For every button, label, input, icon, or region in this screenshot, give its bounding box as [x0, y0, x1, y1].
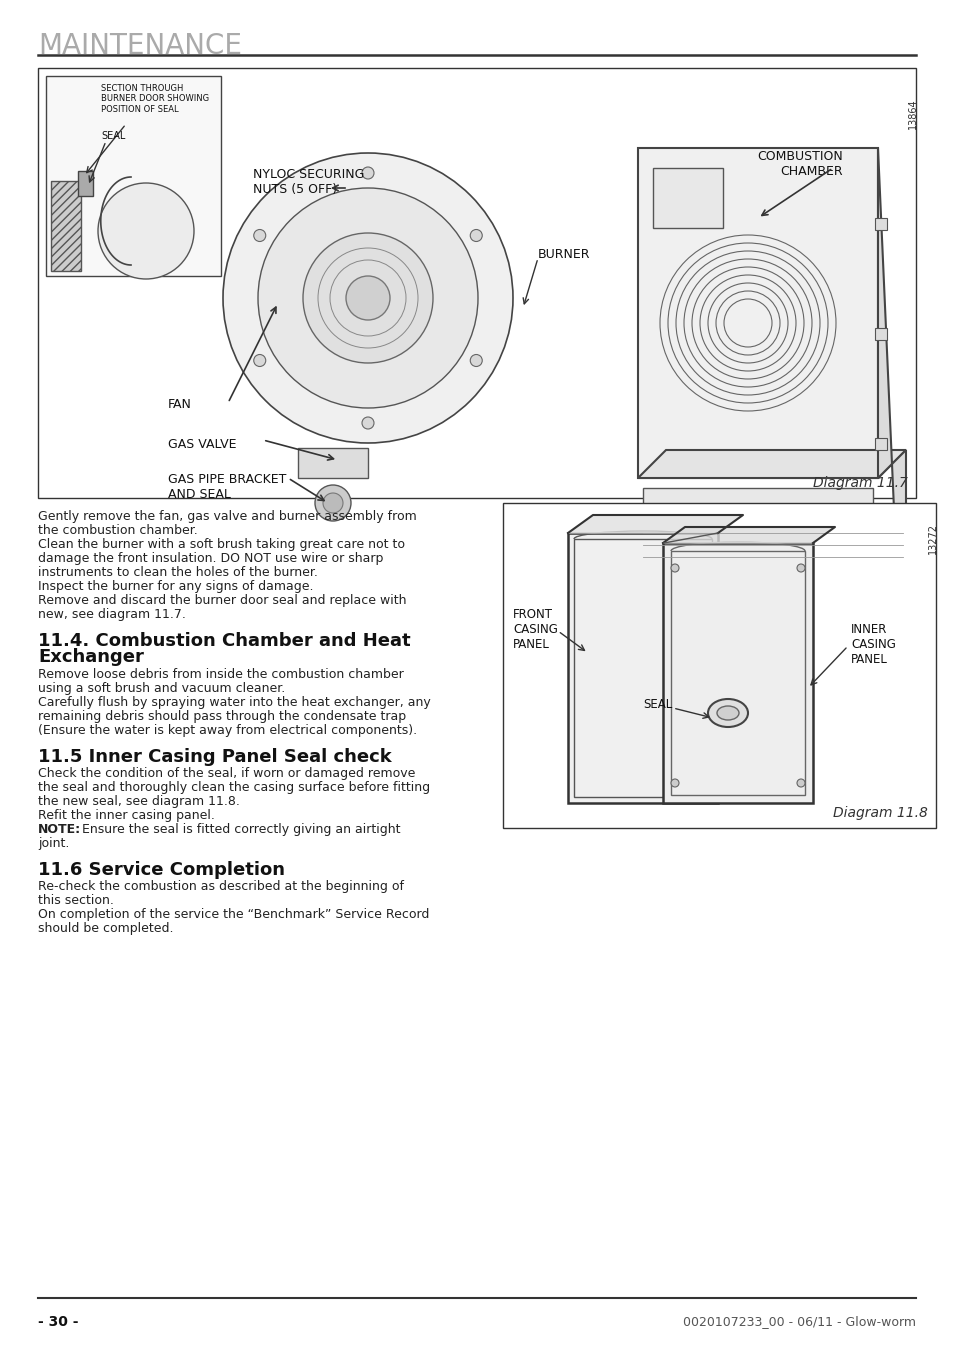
Text: should be completed.: should be completed. [38, 922, 173, 936]
Text: NOTE:: NOTE: [38, 824, 81, 836]
Text: Gently remove the fan, gas valve and burner assembly from: Gently remove the fan, gas valve and bur… [38, 510, 416, 522]
Bar [567, 533, 718, 803]
Circle shape [303, 234, 433, 363]
Bar [502, 504, 935, 828]
Text: Clean the burner with a soft brush taking great care not to: Clean the burner with a soft brush takin… [38, 539, 405, 551]
Ellipse shape [717, 706, 739, 720]
Text: 0020107233_00 - 06/11 - Glow-worm: 0020107233_00 - 06/11 - Glow-worm [682, 1315, 915, 1328]
Polygon shape [567, 514, 742, 533]
Circle shape [323, 493, 343, 513]
Text: - 30 -: - 30 - [38, 1315, 78, 1328]
Text: Check the condition of the seal, if worn or damaged remove: Check the condition of the seal, if worn… [38, 767, 415, 780]
Text: FAN: FAN [168, 398, 192, 410]
Circle shape [253, 355, 266, 366]
Circle shape [223, 153, 513, 443]
Text: INNER
CASING
PANEL: INNER CASING PANEL [850, 622, 895, 666]
Text: On completion of the service the “Benchmark” Service Record: On completion of the service the “Benchm… [38, 909, 429, 921]
Text: this section.: this section. [38, 894, 113, 907]
Text: GAS VALVE: GAS VALVE [168, 437, 236, 451]
Ellipse shape [707, 699, 747, 728]
Bar [297, 448, 368, 478]
Text: remaining debris should pass through the condensate trap: remaining debris should pass through the… [38, 710, 406, 724]
Text: 13864: 13864 [907, 99, 917, 128]
Circle shape [361, 417, 374, 429]
Text: the new seal, see diagram 11.8.: the new seal, see diagram 11.8. [38, 795, 239, 809]
Circle shape [257, 188, 477, 408]
Text: SEAL: SEAL [101, 131, 125, 140]
Text: Ensure the seal is fitted correctly giving an airtight: Ensure the seal is fitted correctly givi… [78, 824, 400, 836]
Text: Carefully flush by spraying water into the heat exchanger, any: Carefully flush by spraying water into t… [38, 697, 431, 709]
Text: Exchanger: Exchanger [38, 648, 144, 666]
Circle shape [796, 779, 804, 787]
Polygon shape [662, 526, 834, 543]
Text: BURNER: BURNER [537, 248, 590, 261]
Circle shape [346, 275, 390, 320]
Circle shape [670, 564, 679, 572]
Bar [638, 148, 877, 478]
Circle shape [796, 564, 804, 572]
Circle shape [470, 355, 482, 366]
Bar [874, 217, 886, 230]
Text: GAS PIPE BRACKET
AND SEAL: GAS PIPE BRACKET AND SEAL [168, 472, 286, 501]
Text: damage the front insulation. DO NOT use wire or sharp: damage the front insulation. DO NOT use … [38, 552, 383, 566]
Text: Re-check the combustion as described at the beginning of: Re-check the combustion as described at … [38, 880, 403, 892]
Bar [46, 76, 221, 275]
Text: 11.4. Combustion Chamber and Heat: 11.4. Combustion Chamber and Heat [38, 632, 410, 649]
Circle shape [670, 779, 679, 787]
Circle shape [98, 184, 193, 279]
Text: COMBUSTION
CHAMBER: COMBUSTION CHAMBER [757, 150, 842, 178]
Text: the seal and thoroughly clean the casing surface before fitting: the seal and thoroughly clean the casing… [38, 782, 430, 794]
Bar [662, 543, 812, 803]
Bar [652, 167, 722, 228]
Text: MAINTENANCE: MAINTENANCE [38, 32, 242, 59]
Text: 13272: 13272 [927, 522, 937, 554]
Text: instruments to clean the holes of the burner.: instruments to clean the holes of the bu… [38, 566, 317, 579]
Circle shape [314, 485, 351, 521]
Text: Inspect the burner for any signs of damage.: Inspect the burner for any signs of dama… [38, 580, 314, 593]
Bar [874, 328, 886, 340]
Bar [38, 68, 915, 498]
Polygon shape [877, 148, 905, 780]
Text: the combustion chamber.: the combustion chamber. [38, 524, 197, 537]
Text: Remove and discard the burner door seal and replace with: Remove and discard the burner door seal … [38, 594, 406, 608]
Bar [642, 487, 872, 528]
Circle shape [470, 230, 482, 242]
Bar [874, 437, 886, 450]
Bar [574, 539, 711, 796]
Text: Diagram 11.7: Diagram 11.7 [812, 477, 907, 490]
Text: 11.6 Service Completion: 11.6 Service Completion [38, 861, 285, 879]
Text: 11.5 Inner Casing Panel Seal check: 11.5 Inner Casing Panel Seal check [38, 748, 392, 765]
Circle shape [253, 230, 266, 242]
Polygon shape [638, 450, 905, 478]
Text: SECTION THROUGH
BURNER DOOR SHOWING
POSITION OF SEAL: SECTION THROUGH BURNER DOOR SHOWING POSI… [101, 84, 209, 113]
Text: (Ensure the water is kept away from electrical components).: (Ensure the water is kept away from elec… [38, 724, 416, 737]
Bar [670, 551, 804, 795]
Bar [78, 171, 92, 196]
Text: NYLOC SECURING
NUTS (5 OFF): NYLOC SECURING NUTS (5 OFF) [253, 167, 364, 196]
Text: Remove loose debris from inside the combustion chamber: Remove loose debris from inside the comb… [38, 668, 403, 680]
Text: FRONT
CASING
PANEL: FRONT CASING PANEL [513, 608, 558, 651]
Text: Refit the inner casing panel.: Refit the inner casing panel. [38, 809, 214, 822]
Text: using a soft brush and vacuum cleaner.: using a soft brush and vacuum cleaner. [38, 682, 285, 695]
Text: joint.: joint. [38, 837, 70, 850]
Text: SEAL: SEAL [642, 698, 672, 711]
Bar [51, 181, 81, 271]
Circle shape [361, 167, 374, 180]
Text: Diagram 11.8: Diagram 11.8 [832, 806, 927, 819]
Text: new, see diagram 11.7.: new, see diagram 11.7. [38, 608, 186, 621]
